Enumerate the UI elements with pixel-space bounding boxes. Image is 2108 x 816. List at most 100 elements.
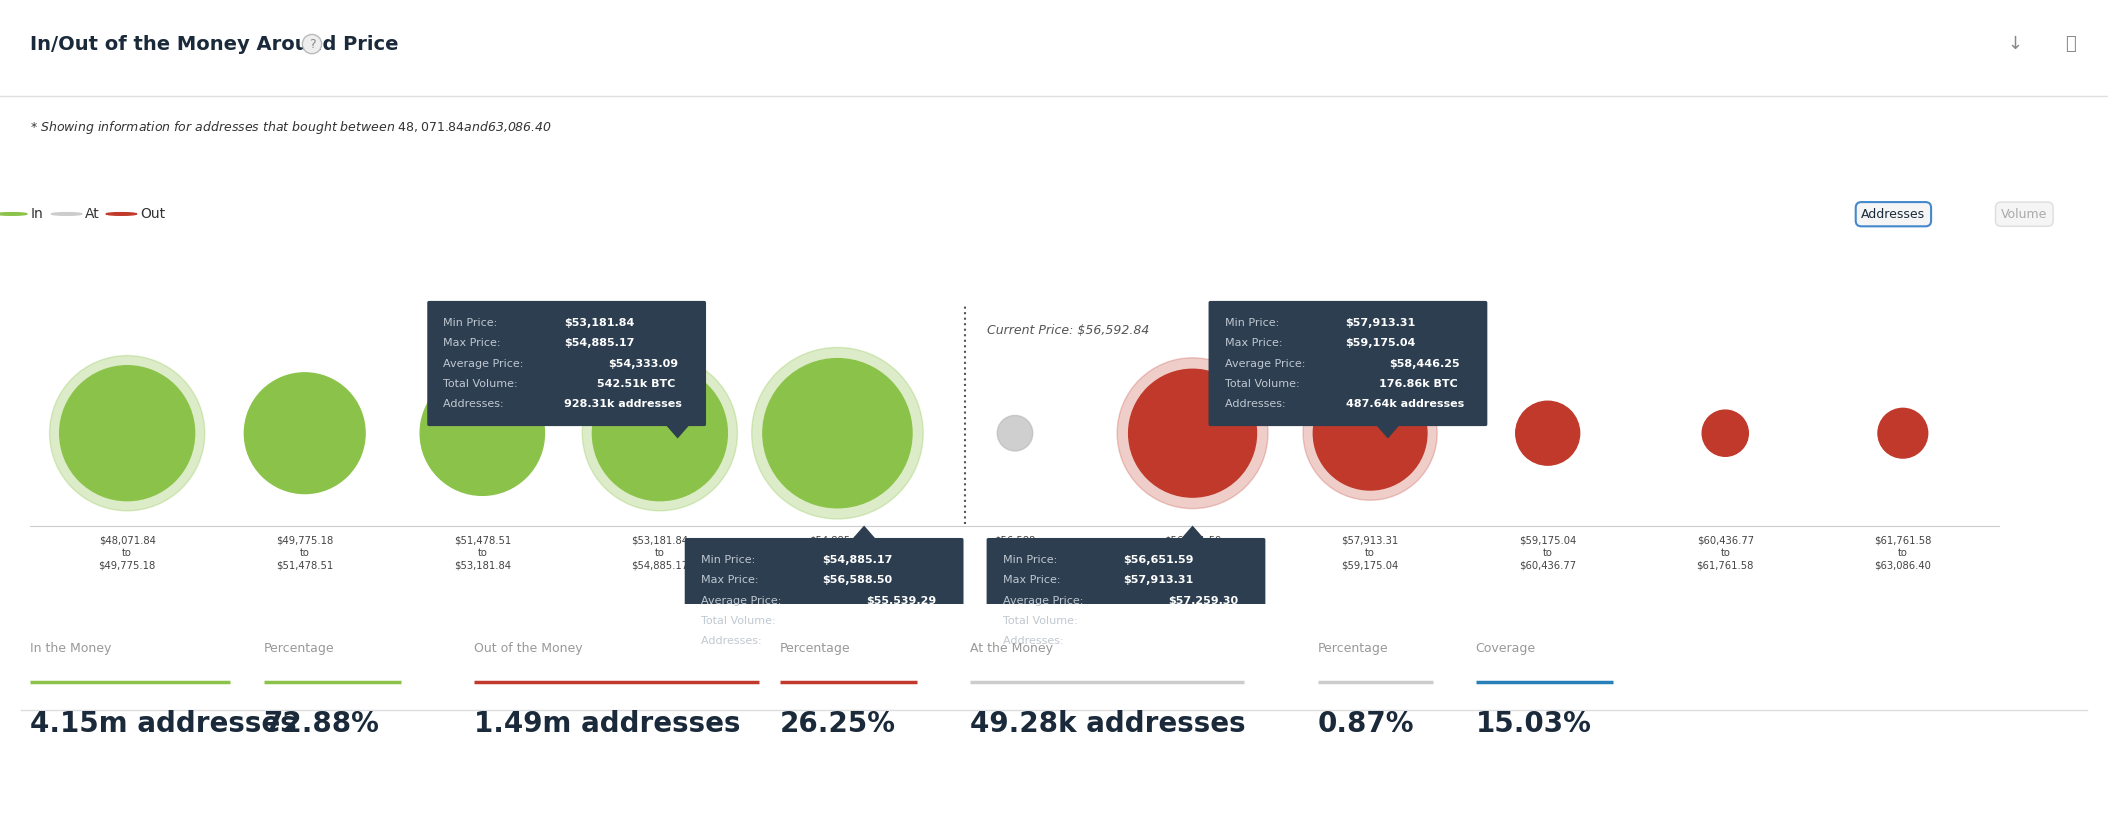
Polygon shape [1180, 526, 1206, 539]
Text: Percentage: Percentage [264, 642, 335, 655]
Text: 239.68k BTC: 239.68k BTC [1157, 616, 1235, 626]
Text: At: At [84, 207, 99, 221]
Text: Min Price:: Min Price: [700, 555, 759, 565]
Text: 1.49m addresses: 1.49m addresses [474, 710, 740, 738]
Text: Average Price:: Average Price: [1225, 358, 1309, 369]
Text: $57,259.30: $57,259.30 [1168, 596, 1237, 605]
Text: Min Price:: Min Price: [1225, 317, 1282, 328]
FancyBboxPatch shape [987, 538, 1265, 663]
Text: ↓: ↓ [2007, 35, 2024, 53]
Text: 0.87%: 0.87% [1318, 710, 1414, 738]
Text: $58,446.25: $58,446.25 [1389, 358, 1461, 369]
Text: At the Money: At the Money [970, 642, 1052, 655]
Circle shape [245, 373, 365, 494]
Text: $54,885.17: $54,885.17 [565, 338, 635, 348]
Circle shape [59, 366, 194, 501]
Text: $51,478.51
to
$53,181.84: $51,478.51 to $53,181.84 [453, 535, 510, 570]
Text: Average Price:: Average Price: [1003, 596, 1086, 605]
Text: $61,761.58
to
$63,086.40: $61,761.58 to $63,086.40 [1874, 535, 1931, 570]
Text: Total Volume:: Total Volume: [700, 616, 778, 626]
Text: Addresses:: Addresses: [443, 399, 508, 410]
Text: $53,181.84
to
$54,885.17: $53,181.84 to $54,885.17 [630, 535, 689, 570]
Text: Max Price:: Max Price: [700, 575, 761, 585]
Text: $56,651.59
to
$57,913.31: $56,651.59 to $57,913.31 [1164, 535, 1221, 570]
FancyBboxPatch shape [685, 538, 963, 663]
Text: Addresses:: Addresses: [700, 636, 765, 646]
Circle shape [592, 366, 727, 501]
Text: $57,913.31: $57,913.31 [1124, 575, 1193, 585]
Circle shape [1516, 401, 1579, 465]
Polygon shape [666, 424, 689, 438]
Polygon shape [1374, 424, 1400, 438]
Circle shape [1128, 370, 1256, 497]
Circle shape [51, 356, 204, 511]
Text: $60,436.77
to
$61,761.58: $60,436.77 to $61,761.58 [1697, 535, 1754, 570]
Text: Total Volume:: Total Volume: [1225, 379, 1303, 389]
Polygon shape [852, 526, 877, 539]
Text: Percentage: Percentage [1318, 642, 1389, 655]
Circle shape [1701, 410, 1748, 456]
Circle shape [105, 213, 137, 215]
Text: Max Price:: Max Price: [1225, 338, 1286, 348]
Text: 634.69k addresses: 634.69k addresses [1124, 636, 1242, 646]
Text: 928.31k addresses: 928.31k addresses [565, 399, 683, 410]
Text: $59,175.04
to
$60,436.77: $59,175.04 to $60,436.77 [1520, 535, 1577, 570]
Text: Addresses: Addresses [1861, 208, 1925, 220]
Circle shape [763, 358, 913, 508]
Text: Addresses:: Addresses: [1003, 636, 1067, 646]
Text: ⤢: ⤢ [2064, 35, 2076, 53]
FancyBboxPatch shape [1208, 301, 1488, 426]
Text: 545.94k BTC: 545.94k BTC [856, 616, 934, 626]
Text: $59,175.04: $59,175.04 [1345, 338, 1417, 348]
Text: In the Money: In the Money [30, 642, 112, 655]
Text: Average Price:: Average Price: [700, 596, 784, 605]
Circle shape [997, 415, 1033, 451]
Text: 49.28k addresses: 49.28k addresses [970, 710, 1246, 738]
Text: Out: Out [139, 207, 164, 221]
FancyBboxPatch shape [428, 301, 706, 426]
Text: 487.64k addresses: 487.64k addresses [1345, 399, 1463, 410]
Circle shape [1313, 376, 1427, 490]
Text: Min Price:: Min Price: [1003, 555, 1060, 565]
Text: $53,181.84: $53,181.84 [565, 317, 635, 328]
Text: In/Out of the Money Around Price: In/Out of the Money Around Price [30, 34, 398, 54]
Circle shape [1303, 366, 1438, 500]
Text: $56,588
to
$56,651.59: $56,588 to $56,651.59 [987, 535, 1043, 570]
Text: Out of the Money: Out of the Money [474, 642, 584, 655]
Text: 542.51k BTC: 542.51k BTC [597, 379, 677, 389]
Text: Percentage: Percentage [780, 642, 852, 655]
Text: * Showing information for addresses that bought between $48,071.84 and $63,086.4: * Showing information for addresses that… [30, 119, 552, 135]
Text: 72.88%: 72.88% [264, 710, 379, 738]
Circle shape [419, 371, 544, 495]
Text: In: In [30, 207, 42, 221]
Text: $57,913.31
to
$59,175.04: $57,913.31 to $59,175.04 [1341, 535, 1400, 570]
Text: $54,333.09: $54,333.09 [609, 358, 679, 369]
Text: Coverage: Coverage [1476, 642, 1537, 655]
Text: $56,651.59: $56,651.59 [1124, 555, 1193, 565]
Text: 1.01m addresses: 1.01m addresses [822, 636, 928, 646]
Text: Addresses:: Addresses: [1225, 399, 1288, 410]
Text: Max Price:: Max Price: [1003, 575, 1065, 585]
Circle shape [582, 356, 738, 511]
Text: $54,885.17
to
$56,588.50: $54,885.17 to $56,588.50 [809, 535, 866, 570]
Circle shape [51, 213, 82, 215]
Text: Average Price:: Average Price: [443, 358, 527, 369]
Text: $55,539.29: $55,539.29 [866, 596, 936, 605]
Text: 4.15m addresses: 4.15m addresses [30, 710, 297, 738]
Text: 15.03%: 15.03% [1476, 710, 1592, 738]
Text: ?: ? [308, 38, 316, 51]
Text: $49,775.18
to
$51,478.51: $49,775.18 to $51,478.51 [276, 535, 333, 570]
Text: Current Price: $56,592.84: Current Price: $56,592.84 [987, 324, 1149, 337]
Text: $56,588.50: $56,588.50 [822, 575, 892, 585]
Text: $48,071.84
to
$49,775.18: $48,071.84 to $49,775.18 [99, 535, 156, 570]
Text: Max Price:: Max Price: [443, 338, 504, 348]
Text: 176.86k BTC: 176.86k BTC [1379, 379, 1457, 389]
Text: Volume: Volume [2000, 208, 2047, 220]
Circle shape [1878, 408, 1927, 458]
Text: $57,913.31: $57,913.31 [1345, 317, 1417, 328]
Text: Total Volume:: Total Volume: [443, 379, 521, 389]
Text: 26.25%: 26.25% [780, 710, 896, 738]
Text: Min Price:: Min Price: [443, 317, 502, 328]
Circle shape [753, 348, 923, 519]
Circle shape [1117, 357, 1269, 508]
